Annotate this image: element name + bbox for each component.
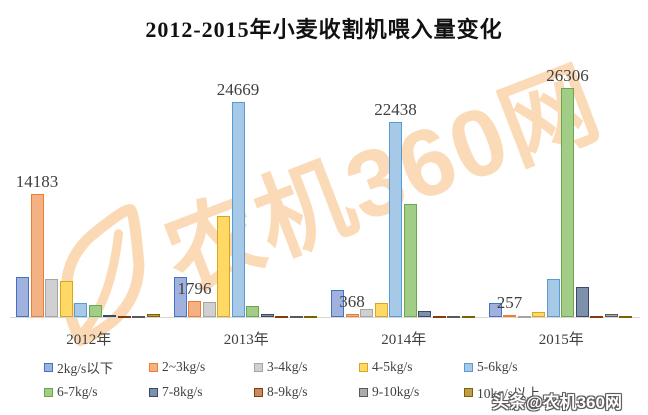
legend-label: 7-8kg/s: [162, 384, 203, 399]
legend-swatch-icon: [149, 362, 158, 372]
bar-2014年-10kg/s以上: [461, 316, 475, 318]
legend-label: 2kg/s以下: [57, 361, 114, 376]
bar-2013年-10kg/s以上: [304, 316, 317, 318]
data-label: 14183: [15, 172, 59, 191]
bar-2014年-7-8kg/s: [418, 311, 431, 317]
bar-2015年-10kg/s以上: [619, 316, 632, 318]
legend-item-2kg/s以下: 2kg/s以下: [44, 357, 149, 377]
bar-2015年-3-4kg/s: [517, 316, 531, 318]
legend-item-7-8kg/s: 7-8kg/s: [149, 382, 254, 402]
bar-2012年-8-9kg/s: [117, 316, 131, 318]
bar-2013年-6-7kg/s: [246, 306, 259, 317]
bar-2013年-7-8kg/s: [260, 314, 274, 317]
legend-item-4-5kg/s: 4-5kg/s: [359, 357, 464, 377]
watermark-badge: 头条@农机360网: [492, 393, 622, 412]
bar-2013年-8-9kg/s: [275, 316, 288, 318]
bar-2015年-8-9kg/s: [590, 316, 603, 318]
bar-2014年-8-9kg/s: [432, 316, 446, 318]
bar-2014年-5-6kg/s: [389, 122, 402, 317]
bar-2012年-5-6kg/s: [74, 303, 87, 317]
bar-2012年-10kg/s以上: [146, 314, 160, 317]
legend-label: 8-9kg/s: [267, 384, 308, 399]
bar-2015年-9-10kg/s: [604, 314, 618, 317]
x-axis-label-2012年: 2012年: [66, 332, 112, 348]
bar-2015年-7-8kg/s: [575, 287, 589, 317]
legend-item-8-9kg/s: 8-9kg/s: [254, 382, 359, 402]
x-axis-line: [10, 317, 640, 318]
legend-label: 4-5kg/s: [372, 359, 413, 374]
legend-item-3-4kg/s: 3-4kg/s: [254, 357, 359, 377]
bar-2014年-6-7kg/s: [403, 204, 417, 317]
bar-2013年-2~3kg/s: [188, 301, 201, 317]
legend-row-1: 2kg/s以下 2~3kg/s 3-4kg/s 4-5kg/s 5-6kg/s: [44, 357, 644, 377]
bar-2012年-3-4kg/s: [45, 279, 58, 317]
bar-2013年-9-10kg/s: [289, 316, 303, 318]
bar-2013年-5-6kg/s: [231, 102, 245, 317]
bar-2013年-4-5kg/s: [217, 216, 230, 317]
legend-swatch-icon: [359, 362, 368, 372]
bar-2014年-9-10kg/s: [447, 316, 460, 318]
legend-swatch-icon: [359, 387, 368, 397]
legend-item-6-7kg/s: 6-7kg/s: [44, 382, 149, 402]
x-axis-label-2015年: 2015年: [538, 332, 584, 348]
bar-2014年-4-5kg/s: [374, 303, 388, 317]
legend-label: 5-6kg/s: [477, 359, 518, 374]
bar-2012年-2kg/s以下: [16, 277, 29, 317]
data-label: 24669: [216, 80, 260, 99]
data-label: 257: [496, 293, 523, 312]
data-label: 1796: [177, 279, 212, 298]
bar-2012年-6-7kg/s: [88, 305, 102, 317]
legend-item-2~3kg/s: 2~3kg/s: [149, 357, 254, 377]
x-axis-label-2013年: 2013年: [223, 332, 269, 348]
bar-2014年-2kg/s以下: [331, 290, 344, 317]
bar-2015年-5-6kg/s: [546, 279, 560, 317]
x-axis-label-2014年: 2014年: [381, 332, 427, 348]
legend-swatch-icon: [149, 387, 158, 397]
chart-title: 2012-2015年小麦收割机喂入量变化: [145, 17, 503, 42]
legend-swatch-icon: [464, 362, 473, 372]
bar-2014年-3-4kg/s: [360, 309, 373, 317]
bar-2015年-6-7kg/s: [561, 88, 574, 317]
legend-swatch-icon: [44, 387, 53, 397]
legend-swatch-icon: [44, 362, 53, 372]
legend-label: 3-4kg/s: [267, 359, 308, 374]
watermark: 农机360网: [4, 0, 635, 415]
bar-2012年-4-5kg/s: [59, 281, 73, 317]
legend-row-2: 6-7kg/s 7-8kg/s 8-9kg/s 9-10kg/s 10kg/s以上: [44, 382, 644, 402]
legend-label: 10kg/s以上: [477, 386, 541, 401]
legend-label: 2~3kg/s: [162, 359, 206, 374]
legend-item-5-6kg/s: 5-6kg/s: [464, 357, 569, 377]
legend-label: 9-10kg/s: [372, 384, 420, 399]
bar-2012年-2~3kg/s: [30, 194, 44, 317]
bar-2013年-3-4kg/s: [202, 302, 216, 317]
legend-item-9-10kg/s: 9-10kg/s: [359, 382, 464, 402]
bar-2012年-9-10kg/s: [132, 316, 145, 318]
legend-swatch-icon: [254, 362, 263, 372]
bar-2015年-2~3kg/s: [503, 315, 516, 317]
bar-2015年-4-5kg/s: [532, 312, 545, 317]
legend-label: 6-7kg/s: [57, 384, 98, 399]
bar-2015年-2kg/s以下: [488, 303, 502, 317]
data-label: 22438: [374, 100, 417, 119]
data-label: 26306: [546, 66, 589, 85]
bar-2013年-2kg/s以下: [173, 277, 187, 317]
data-label: 368: [339, 292, 365, 311]
legend-item-10kg/s以上: 10kg/s以上: [464, 382, 569, 402]
legend-swatch-icon: [254, 387, 263, 397]
bar-2012年-7-8kg/s: [103, 315, 116, 317]
legend-swatch-icon: [464, 387, 473, 397]
bar-2014年-2~3kg/s: [345, 314, 359, 317]
